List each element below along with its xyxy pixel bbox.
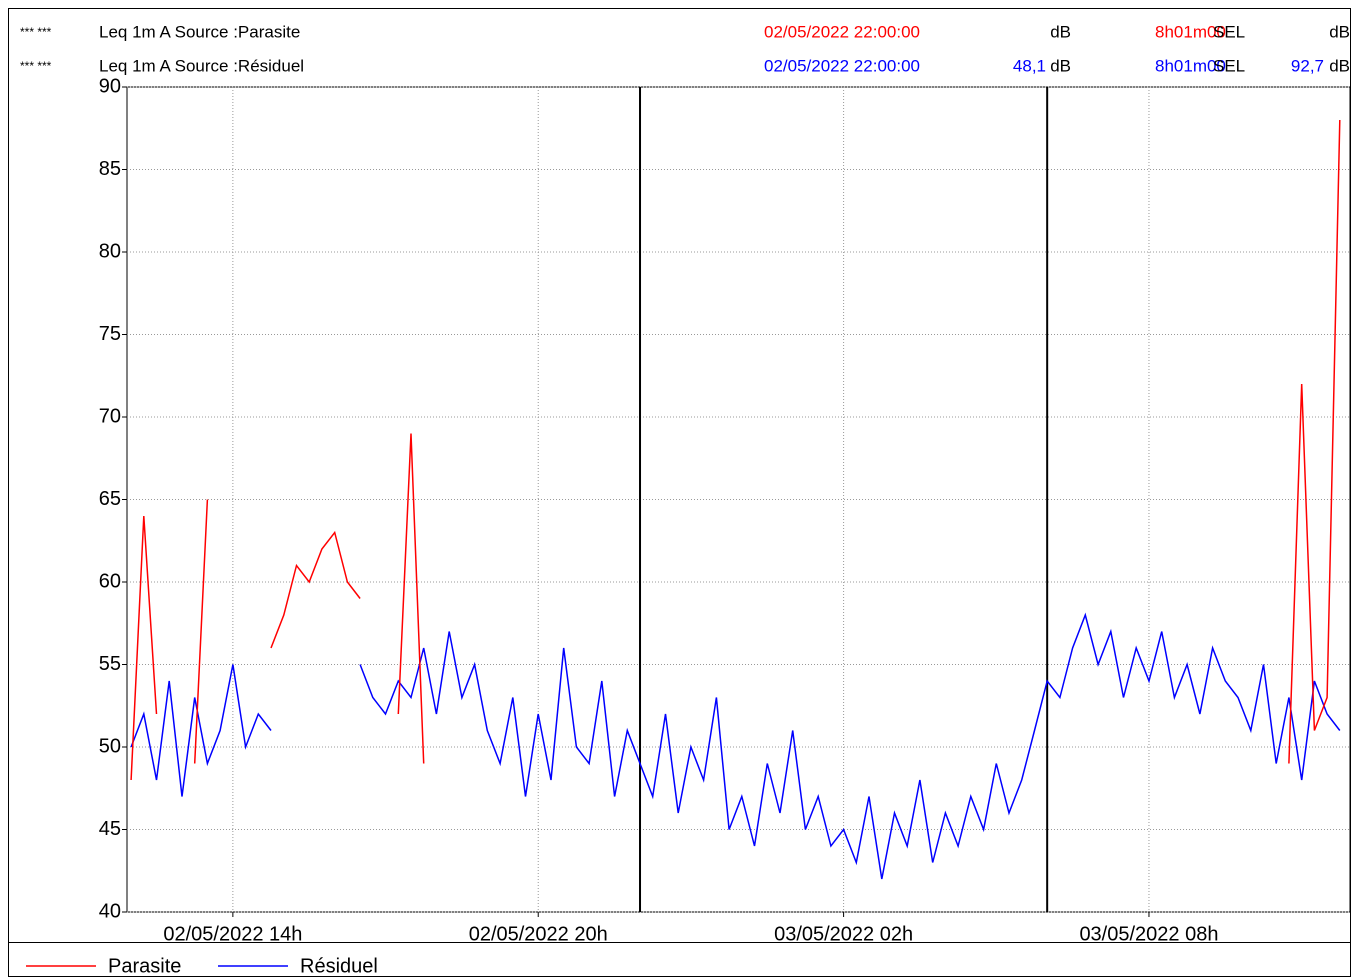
- header-stars: *** ***: [20, 25, 52, 39]
- header-date: 02/05/2022 22:00:00: [764, 56, 920, 75]
- y-tick-label: 90: [99, 75, 121, 97]
- header-stars: *** ***: [20, 59, 52, 73]
- header-sel: SEL: [1213, 22, 1245, 41]
- y-tick-label: 65: [99, 488, 121, 510]
- header-sel-unit: dB: [1329, 22, 1350, 41]
- y-tick-label: 50: [99, 735, 121, 757]
- y-tick-label: 55: [99, 653, 121, 675]
- y-tick-label: 70: [99, 405, 121, 427]
- y-tick-label: 40: [99, 900, 121, 922]
- y-tick-label: 75: [99, 323, 121, 345]
- header-unit: dB: [1050, 56, 1071, 75]
- series-line: [130, 119, 1341, 781]
- header-sel-unit: dB: [1329, 56, 1350, 75]
- y-tick-label: 85: [99, 158, 121, 180]
- header-sel: SEL: [1213, 56, 1245, 75]
- header-sel-value: 92,7: [1291, 56, 1324, 75]
- y-tick-label: 45: [99, 818, 121, 840]
- header-duration: 8h01m00: [1155, 22, 1226, 41]
- header-level: 48,1: [1013, 56, 1046, 75]
- y-tick-label: 80: [99, 240, 121, 262]
- header-label: Leq 1m A Source :Résiduel: [99, 56, 304, 75]
- header-label: Leq 1m A Source :Parasite: [99, 22, 300, 41]
- header-date: 02/05/2022 22:00:00: [764, 22, 920, 41]
- legend-label: Parasite: [108, 955, 181, 977]
- x-tick-label: 03/05/2022 08h: [1079, 923, 1218, 945]
- y-tick-label: 60: [99, 570, 121, 592]
- legend-label: Résiduel: [300, 955, 378, 977]
- x-tick-label: 02/05/2022 20h: [469, 923, 608, 945]
- header-unit: dB: [1050, 22, 1071, 41]
- x-tick-label: 03/05/2022 02h: [774, 923, 913, 945]
- x-tick-label: 02/05/2022 14h: [163, 923, 302, 945]
- header-duration: 8h01m00: [1155, 56, 1226, 75]
- series-line: [130, 612, 1341, 880]
